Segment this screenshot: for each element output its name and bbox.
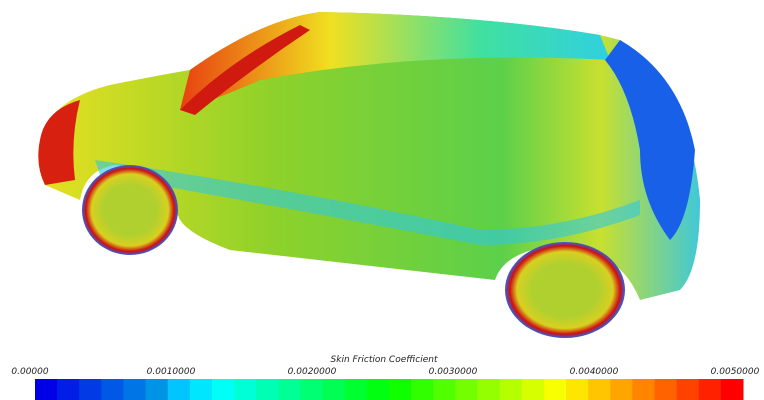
colorbar-band — [367, 379, 390, 400]
colorbar-band — [721, 379, 744, 400]
colorbar-band — [389, 379, 412, 400]
colorbar-tick-label: 0.0010000 — [147, 367, 196, 377]
colorbar-band — [146, 379, 169, 400]
car-model — [38, 12, 700, 338]
page: Skin Friction Coefficient 0.00000 0.00100… — [0, 0, 764, 400]
colorbar-band — [455, 379, 478, 400]
colorbar-band — [234, 379, 257, 400]
colorbar-band — [411, 379, 434, 400]
colorbar-band — [478, 379, 501, 400]
colorbar-band — [566, 379, 589, 400]
colorbar-band — [212, 379, 235, 400]
colorbar-band — [610, 379, 633, 400]
colorbar-band — [544, 379, 567, 400]
colorbar-band — [190, 379, 213, 400]
colorbar-tick-label: 0.0050000 — [711, 367, 760, 377]
colorbar-band — [699, 379, 722, 400]
colorbar-band — [35, 379, 58, 400]
colorbar-band — [79, 379, 102, 400]
colorbar-band — [124, 379, 147, 400]
colorbar-tick-label: 0.00000 — [11, 367, 48, 377]
colorbar-tick-label: 0.0040000 — [570, 367, 619, 377]
colorbar-band — [323, 379, 346, 400]
rear-wheel — [505, 242, 625, 338]
front-wheel — [82, 165, 178, 255]
colorbar-band — [500, 379, 523, 400]
colorbar-band — [256, 379, 279, 400]
colorbar-band — [168, 379, 191, 400]
render-view: Skin Friction Coefficient 0.00000 0.00100… — [0, 0, 764, 400]
colorbar-band — [345, 379, 368, 400]
colorbar-tick-label: 0.0020000 — [288, 367, 337, 377]
colorbar-band — [655, 379, 678, 400]
colorbar-band — [57, 379, 80, 400]
colorbar-band — [301, 379, 324, 400]
colorbar-band — [278, 379, 301, 400]
colorbar-band — [632, 379, 655, 400]
colorbar-band — [588, 379, 611, 400]
colorbar: 0.00000 0.0010000 0.0020000 0.0030000 0.0040… — [11, 367, 759, 400]
colorbar-band — [101, 379, 124, 400]
colorbar-band — [677, 379, 700, 400]
colorbar-tick-label: 0.0030000 — [429, 367, 478, 377]
colorbar-band — [433, 379, 456, 400]
colorbar-band — [522, 379, 545, 400]
colorbar-title: Skin Friction Coefficient — [331, 355, 438, 365]
